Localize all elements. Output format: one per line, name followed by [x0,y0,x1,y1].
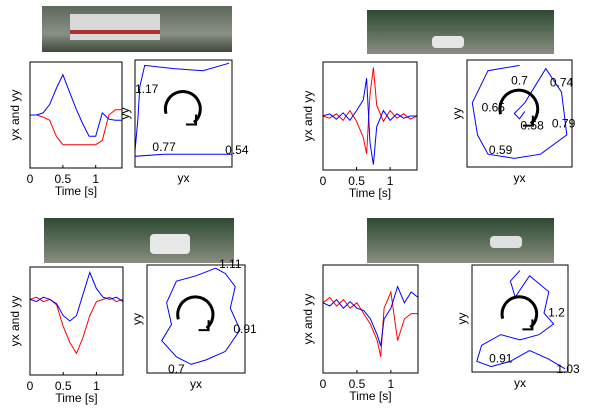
annotation: 0.7 [168,362,185,376]
plot-frame [29,266,124,376]
y-axis-label: yx and yy [301,91,315,142]
plot-frame [322,61,418,171]
trajectory-line [471,64,568,159]
annotation: 0.74 [550,76,574,90]
photo [42,6,232,52]
annotation: 0.91 [489,351,513,365]
x-axis-label: yx [178,171,190,185]
x-tick-label: 0.5 [55,379,72,393]
plot-frame [466,59,573,168]
trajectory-line [134,62,232,157]
annotation: 0.59 [489,143,513,157]
y-axis-label: yy [130,313,144,325]
annotation: 0.54 [225,143,249,157]
x-tick-label: 0.5 [349,377,366,391]
annotation: 1.11 [219,257,242,271]
y-axis-label: yx and yy [8,296,22,347]
rotation-arrow [500,295,539,329]
x-tick-label: 1 [387,174,394,188]
annotation: 1.17 [135,82,159,96]
annotation: 0.7 [511,74,528,88]
x-axis-label: yx [190,377,202,391]
series-line [29,270,124,322]
annotation: 0.77 [152,140,176,154]
x-axis-label: yx [514,376,526,390]
photo [44,218,234,263]
x-axis-label: Time [s] [349,389,391,403]
annotation: 0.58 [520,119,544,133]
series-line [322,78,417,165]
annotation: 0.79 [552,116,576,130]
trajectory-line [476,270,566,370]
rotation-arrow [176,295,215,330]
series-line [29,296,124,355]
plot-frame [146,264,246,374]
y-axis-label: yy [450,108,464,120]
x-tick-label: 1 [92,172,99,186]
plot-frame [322,264,419,374]
x-tick-label: 0 [320,174,327,188]
plot-frame [134,59,233,168]
x-tick-label: 0 [320,377,327,391]
arrow-head [522,115,534,127]
x-axis-label: Time [s] [55,184,97,198]
x-axis-label: yx [514,171,526,185]
series-line [30,109,122,146]
y-axis-label: yy [118,108,132,120]
plot-frame [29,61,123,169]
series-line [322,290,418,357]
x-tick-label: 0.5 [55,172,72,186]
annotation: 0.65 [482,100,506,114]
plot-frame [471,264,569,373]
y-axis-label: yx and yy [301,294,315,345]
y-axis-label: yy [455,313,469,325]
trajectory-line [161,267,241,365]
rotation-arrow [498,88,540,125]
arrow-head [198,320,210,332]
x-tick-label: 0.5 [348,174,365,188]
annotation: 1.2 [548,305,565,319]
x-tick-label: 0 [27,172,34,186]
series-line [322,285,419,347]
x-axis-label: Time [s] [55,391,97,405]
x-axis-label: Time [s] [349,186,391,200]
series-line [322,67,418,154]
series-line [30,73,122,137]
arrow-head [522,319,534,331]
photo [367,10,554,54]
y-axis-label: yx and yy [8,90,22,141]
x-tick-label: 1 [388,377,395,391]
x-tick-label: 1 [93,379,100,393]
rotation-arrow [163,90,202,124]
x-tick-label: 0 [27,379,34,393]
photo [367,218,554,263]
arrow-head [185,114,197,126]
